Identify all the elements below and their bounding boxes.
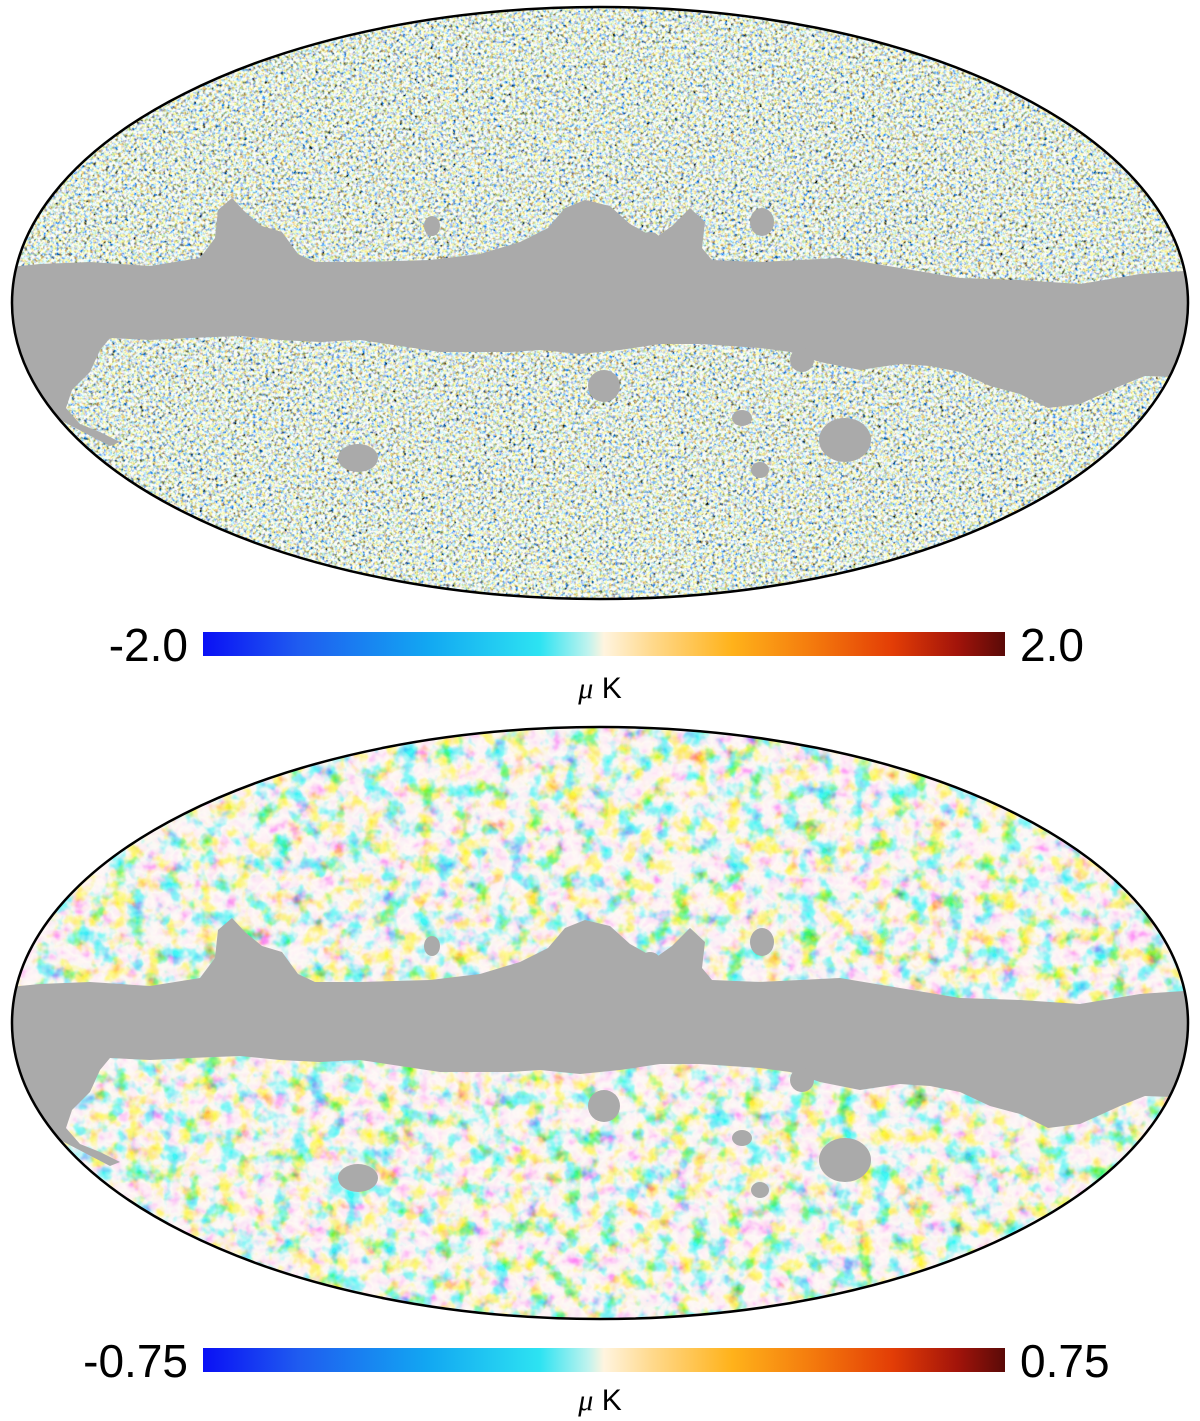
top-colorbar-min-label: -2.0 [108, 619, 188, 671]
top-colorbar-unit: μ K [0, 672, 1200, 706]
bottom-mask-hole [588, 1090, 620, 1122]
top-mask-hole [751, 462, 769, 478]
top-mask-hole [640, 232, 660, 248]
bottom-mask-hole [424, 936, 440, 956]
bottom-unit-k: K [601, 1384, 622, 1417]
top-unit-mu: μ [578, 672, 594, 705]
top-colorbar-gradient [203, 632, 1005, 656]
top-mask-hole [750, 208, 774, 236]
top-colorbar-max-label: 2.0 [1020, 619, 1084, 671]
top-map-panel: -2.0 2.0 μ K [0, 0, 1200, 710]
top-colorbar: -2.0 2.0 [0, 620, 1200, 670]
bottom-mask-hole [750, 928, 774, 956]
bottom-colorbar-gradient [203, 1348, 1005, 1372]
bottom-mask-hole [338, 1164, 378, 1192]
top-mask-hole [790, 348, 814, 372]
top-galactic-mask [12, 198, 1188, 446]
bottom-colorbar: -0.75 0.75 [0, 1336, 1200, 1386]
bottom-map-panel: -0.75 0.75 μ K [0, 710, 1200, 1421]
top-mask-hole [819, 418, 871, 462]
top-mollweide-map [10, 5, 1190, 601]
bottom-mask-hole [790, 1068, 814, 1092]
bottom-mask-hole [640, 952, 660, 968]
bottom-mollweide-map [10, 725, 1190, 1321]
bottom-colorbar-min-label: -0.75 [83, 1335, 188, 1387]
top-mask-hole [338, 444, 378, 472]
top-map-border [10, 5, 1190, 601]
bottom-colorbar-unit: μ K [0, 1384, 1200, 1418]
top-mask-hole [424, 216, 440, 236]
top-unit-k: K [601, 672, 622, 705]
bottom-map-border [10, 725, 1190, 1321]
bottom-mask-hole [751, 1182, 769, 1198]
bottom-galactic-mask [12, 918, 1188, 1166]
top-mask-hole [588, 370, 620, 402]
top-mask-hole [732, 410, 752, 426]
bottom-colorbar-max-label: 0.75 [1020, 1335, 1110, 1387]
bottom-unit-mu: μ [578, 1384, 594, 1417]
bottom-mask-hole [819, 1138, 871, 1182]
bottom-mask-hole [732, 1130, 752, 1146]
